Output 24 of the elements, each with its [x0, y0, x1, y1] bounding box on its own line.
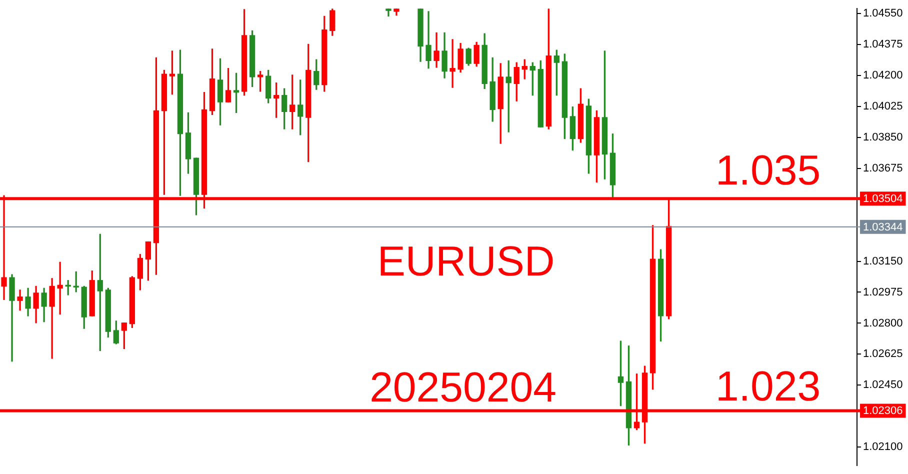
annotation: 1.035 [715, 146, 821, 194]
y-tick-label: 1.03150 [863, 255, 903, 268]
candlestick [49, 278, 55, 359]
annotation: 1.023 [715, 362, 821, 410]
y-tick-label: 1.02450 [863, 379, 903, 392]
y-tick-label: 1.04550 [863, 7, 903, 20]
y-tick-label: 1.02625 [863, 348, 903, 360]
y-tick-label: 1.04375 [863, 38, 903, 50]
candlestick [450, 39, 456, 88]
candlestick [17, 290, 23, 311]
y-tick-label: 1.04200 [863, 69, 903, 82]
candlestick [57, 262, 63, 315]
y-tick-label: 1.04025 [863, 100, 903, 112]
ref-line-label: 1.03344 [863, 221, 903, 234]
annotation: EURUSD [377, 238, 555, 285]
annotation: 20250204 [370, 364, 556, 411]
y-tick-label: 1.02800 [863, 317, 903, 330]
y-tick-label: 1.02975 [863, 286, 903, 298]
candlestick [65, 280, 71, 296]
ref-line-label: 1.03504 [863, 193, 903, 206]
ref-line-label: 1.02306 [863, 405, 903, 418]
y-tick-label: 1.03675 [863, 162, 903, 174]
y-tick-label: 1.03850 [863, 131, 903, 144]
y-tick-label: 1.02100 [863, 441, 903, 454]
